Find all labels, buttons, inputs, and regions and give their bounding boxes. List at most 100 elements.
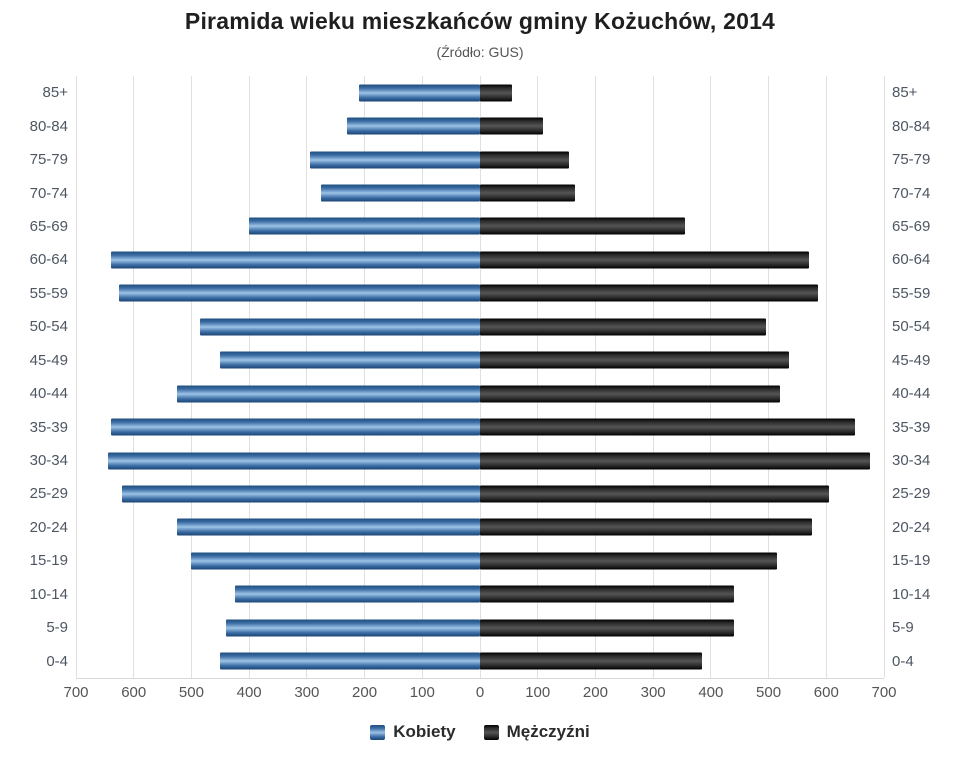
x-axis-label: 200 [582, 684, 608, 701]
bar-kobiety-35-39[interactable] [110, 418, 480, 436]
legend: Kobiety Mężczyźni [0, 722, 960, 742]
bar-mezczyzni-85+[interactable] [480, 84, 512, 102]
bar-mezczyzni-40-44[interactable] [480, 385, 781, 403]
pyramid-row-65-69 [76, 210, 884, 243]
pyramid-row-0-4 [76, 644, 884, 677]
bar-mezczyzni-50-54[interactable] [480, 318, 766, 336]
bar-mezczyzni-15-19[interactable] [480, 552, 778, 570]
y-axis-label-right: 5-9 [892, 619, 914, 637]
y-axis-label-right: 60-64 [892, 251, 931, 269]
bar-kobiety-15-19[interactable] [191, 552, 480, 570]
x-axis-label: 400 [698, 684, 724, 701]
y-axis-label-left: 55-59 [29, 284, 68, 302]
gridline [248, 76, 250, 678]
plot-area [75, 76, 885, 679]
gridline [133, 76, 135, 678]
bar-kobiety-20-24[interactable] [177, 518, 480, 536]
bar-mezczyzni-10-14[interactable] [480, 585, 734, 603]
chart-subtitle: (Źródło: GUS) [436, 44, 524, 60]
y-axis-label-right: 35-39 [892, 418, 931, 436]
y-axis-label-right: 0-4 [892, 652, 914, 670]
x-axis-label: 300 [294, 684, 320, 701]
x-axis-label: 200 [352, 684, 378, 701]
x-axis-label: 100 [409, 684, 435, 701]
bar-kobiety-5-9[interactable] [226, 619, 480, 637]
bar-kobiety-30-34[interactable] [107, 452, 480, 470]
y-axis-label-right: 65-69 [892, 217, 931, 235]
mezczyzni-swatch-icon [483, 724, 499, 740]
y-axis-label-right: 50-54 [892, 318, 931, 336]
y-axis-label-right: 15-19 [892, 552, 931, 570]
gridline [537, 76, 539, 678]
y-axis-label-right: 70-74 [892, 184, 931, 202]
y-axis-label-right: 10-14 [892, 585, 931, 603]
gridline [883, 76, 885, 678]
bar-kobiety-45-49[interactable] [220, 351, 480, 369]
gridline [190, 76, 192, 678]
bar-kobiety-10-14[interactable] [234, 585, 480, 603]
bar-mezczyzni-45-49[interactable] [480, 351, 789, 369]
y-axis-label-right: 25-29 [892, 485, 931, 503]
bar-mezczyzni-5-9[interactable] [480, 619, 734, 637]
y-axis-label-left: 0-4 [46, 652, 68, 670]
legend-label-kobiety: Kobiety [393, 722, 456, 741]
y-axis-label-left: 75-79 [29, 151, 68, 169]
y-axis-label-left: 30-34 [29, 452, 68, 470]
bar-kobiety-0-4[interactable] [220, 652, 480, 670]
bar-kobiety-55-59[interactable] [119, 284, 480, 302]
pyramid-row-85+ [76, 76, 884, 109]
bar-kobiety-70-74[interactable] [321, 184, 480, 202]
x-axis-label: 700 [871, 684, 897, 701]
y-axis-label-left: 5-9 [46, 619, 68, 637]
bar-mezczyzni-0-4[interactable] [480, 652, 703, 670]
bar-mezczyzni-65-69[interactable] [480, 217, 685, 235]
bar-kobiety-85+[interactable] [358, 84, 480, 102]
pyramid-row-15-19 [76, 544, 884, 577]
pyramid-row-20-24 [76, 511, 884, 544]
x-axis-label: 600 [813, 684, 839, 701]
bar-mezczyzni-20-24[interactable] [480, 518, 812, 536]
y-axis-label-left: 85+ [42, 84, 68, 102]
bar-kobiety-40-44[interactable] [177, 385, 480, 403]
y-axis-label-left: 60-64 [29, 251, 68, 269]
gridline [75, 76, 77, 678]
y-axis-label-right: 30-34 [892, 452, 931, 470]
legend-item-kobiety[interactable]: Kobiety [370, 722, 456, 742]
gridline [652, 76, 654, 678]
y-axis-label-right: 80-84 [892, 117, 931, 135]
y-axis-label-left: 40-44 [29, 385, 68, 403]
bar-kobiety-75-79[interactable] [309, 151, 480, 169]
y-axis-label-right: 75-79 [892, 151, 931, 169]
bar-mezczyzni-70-74[interactable] [480, 184, 576, 202]
x-axis: 700 600 500 400 300 200 100 0 100 200 300 400 500 600… [63, 684, 896, 704]
bar-mezczyzni-60-64[interactable] [480, 251, 809, 269]
y-axis-label-left: 25-29 [29, 485, 68, 503]
y-axis-label-left: 50-54 [29, 318, 68, 336]
x-axis-label: 700 [63, 684, 89, 701]
bar-mezczyzni-35-39[interactable] [480, 418, 856, 436]
pyramid-row-60-64 [76, 243, 884, 276]
y-axis-label-right: 20-24 [892, 518, 931, 536]
bar-mezczyzni-25-29[interactable] [480, 485, 830, 503]
gridline [768, 76, 770, 678]
legend-label-mezczyzni: Mężczyźni [506, 722, 590, 741]
bar-kobiety-25-29[interactable] [122, 485, 480, 503]
x-axis-label: 500 [756, 684, 782, 701]
bar-mezczyzni-55-59[interactable] [480, 284, 818, 302]
bar-kobiety-65-69[interactable] [249, 217, 480, 235]
gridline [421, 76, 423, 678]
x-axis-label: 500 [178, 684, 204, 701]
bar-mezczyzni-30-34[interactable] [480, 452, 870, 470]
bar-kobiety-60-64[interactable] [110, 251, 480, 269]
legend-item-mezczyzni[interactable]: Mężczyźni [483, 722, 590, 742]
bar-kobiety-50-54[interactable] [200, 318, 480, 336]
bar-kobiety-80-84[interactable] [347, 117, 480, 135]
pyramid-row-50-54 [76, 310, 884, 343]
y-axis-label-right: 85+ [892, 84, 918, 102]
pyramid-rows [76, 76, 884, 678]
bar-mezczyzni-75-79[interactable] [480, 151, 570, 169]
y-axis-label-left: 20-24 [29, 518, 68, 536]
gridline [479, 76, 481, 678]
bar-mezczyzni-80-84[interactable] [480, 117, 544, 135]
